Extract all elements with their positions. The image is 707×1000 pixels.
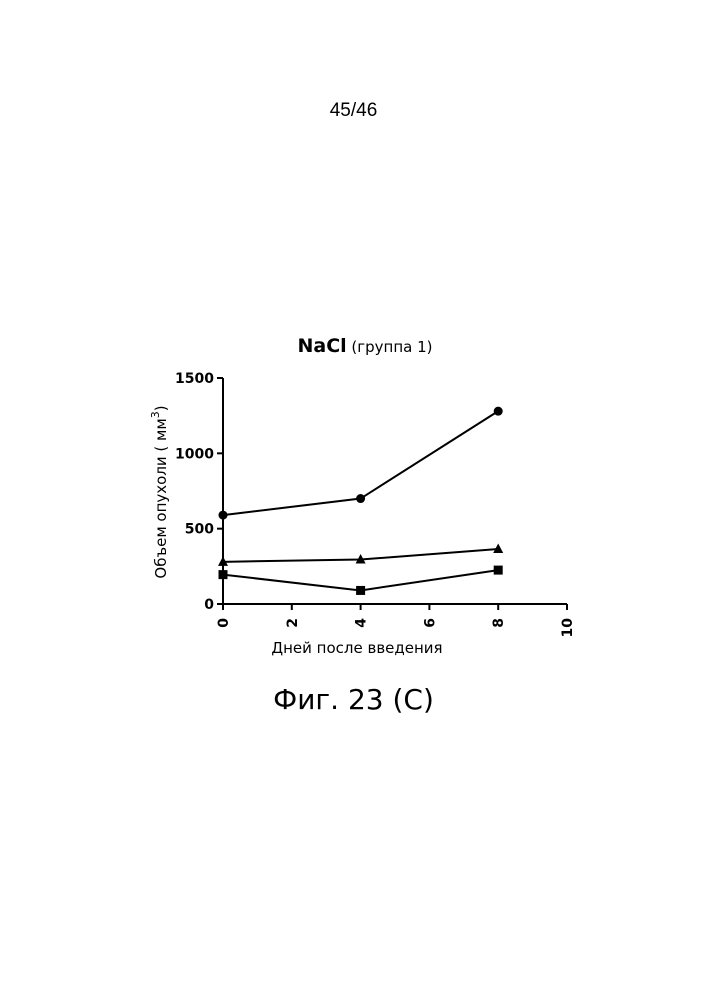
y-tick-label: 500 — [185, 522, 214, 538]
data-point-square — [494, 566, 503, 575]
chart-title: NaCl (группа 1) — [297, 335, 432, 357]
y-axis-label: Объем опухоли ( мм3) — [149, 405, 170, 578]
data-point-square — [219, 570, 228, 579]
x-tick-label: 4 — [354, 618, 370, 628]
x-axis-label: Дней после введения — [271, 639, 442, 657]
y-axis-label-unit: ( мм — [152, 418, 170, 451]
data-point-circle — [219, 511, 228, 520]
chart-title-bold: NaCl — [297, 335, 346, 357]
data-point-square — [356, 586, 365, 595]
y-axis-label-text: Объем опухоли — [152, 456, 170, 578]
x-tick-label: 10 — [560, 618, 576, 638]
chart-title-rest: (группа 1) — [347, 338, 433, 356]
x-tick-label: 8 — [491, 618, 507, 628]
y-axis-label-exp: 3 — [149, 411, 162, 418]
data-point-circle — [494, 407, 503, 416]
y-ticks: 0 500 1000 1500 — [175, 371, 223, 613]
y-tick-label: 1000 — [175, 446, 214, 462]
svg-text:Объем опухоли ( мм3): Объем опухоли ( мм3) — [149, 405, 170, 578]
x-tick-label: 0 — [216, 618, 232, 628]
x-tick-label: 2 — [285, 618, 301, 628]
y-tick-label: 1500 — [175, 371, 214, 387]
data-point-circle — [356, 494, 365, 503]
series-group — [218, 407, 503, 595]
data-point-triangle — [493, 544, 503, 554]
x-tick-label: 6 — [422, 618, 438, 628]
y-axis-label-close: ) — [152, 405, 170, 411]
figure-caption: Фиг. 23 (С) — [0, 683, 707, 716]
x-ticks: 0 2 4 6 8 10 — [216, 604, 576, 637]
y-tick-label: 0 — [204, 597, 214, 613]
